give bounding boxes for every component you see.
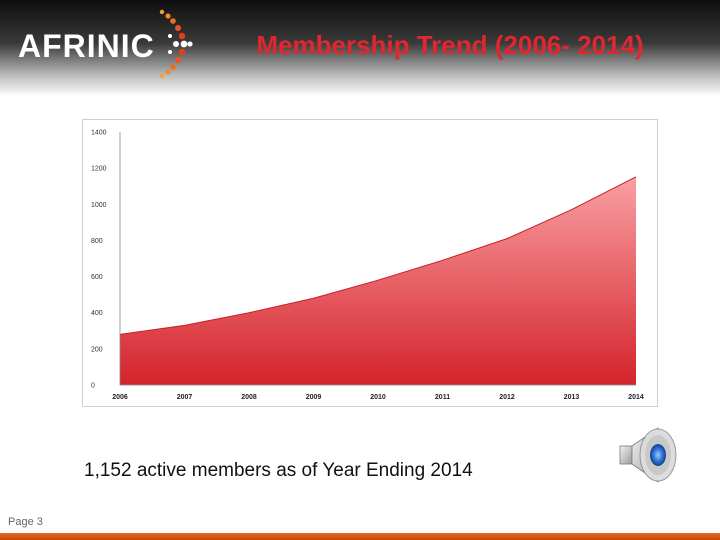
y-tick-label: 400: [91, 310, 103, 317]
afrinic-dots-icon: [159, 9, 193, 79]
x-tick-label: 2010: [370, 394, 386, 401]
y-tick-label: 0: [91, 383, 95, 390]
x-tick-label: 2012: [499, 394, 515, 401]
x-tick-label: 2008: [241, 394, 257, 401]
x-tick-label: 2009: [306, 394, 322, 401]
membership-chart: 1400 1200 1000 800 600 400 200 0 2006 2007 2008 20…: [82, 119, 658, 407]
active-members-caption: 1,152 active members as of Year Ending 2…: [84, 460, 473, 481]
y-tick-label: 800: [91, 238, 103, 245]
x-tick-label: 2007: [177, 394, 193, 401]
membership-area: [120, 176, 636, 385]
y-axis-ticks: 1400 1200 1000 800 600 400 200 0: [91, 130, 107, 390]
x-tick-label: 2006: [112, 394, 128, 401]
y-tick-label: 600: [91, 274, 103, 281]
y-tick-label: 1400: [91, 130, 107, 137]
footer-bar: [0, 533, 720, 540]
x-tick-label: 2011: [435, 394, 450, 401]
y-tick-label: 200: [91, 346, 103, 353]
x-tick-label: 2014: [628, 394, 644, 401]
logo-text: AFRINIC: [18, 28, 155, 64]
membership-line: [119, 176, 637, 335]
slide-header: AFRINIC Membership Trend (2006- 2014): [0, 0, 720, 96]
page-number: Page 3: [8, 516, 43, 528]
afrinic-logo: AFRINIC: [16, 6, 196, 82]
x-tick-label: 2013: [564, 394, 580, 401]
y-tick-label: 1000: [91, 202, 107, 209]
x-axis-ticks: 2006 2007 2008 2009 2010 2011 2012 2013 2014: [112, 394, 644, 401]
slide-title: Membership Trend (2006- 2014): [256, 30, 644, 60]
speaker-icon[interactable]: [618, 424, 680, 486]
y-tick-label: 1200: [91, 166, 107, 173]
